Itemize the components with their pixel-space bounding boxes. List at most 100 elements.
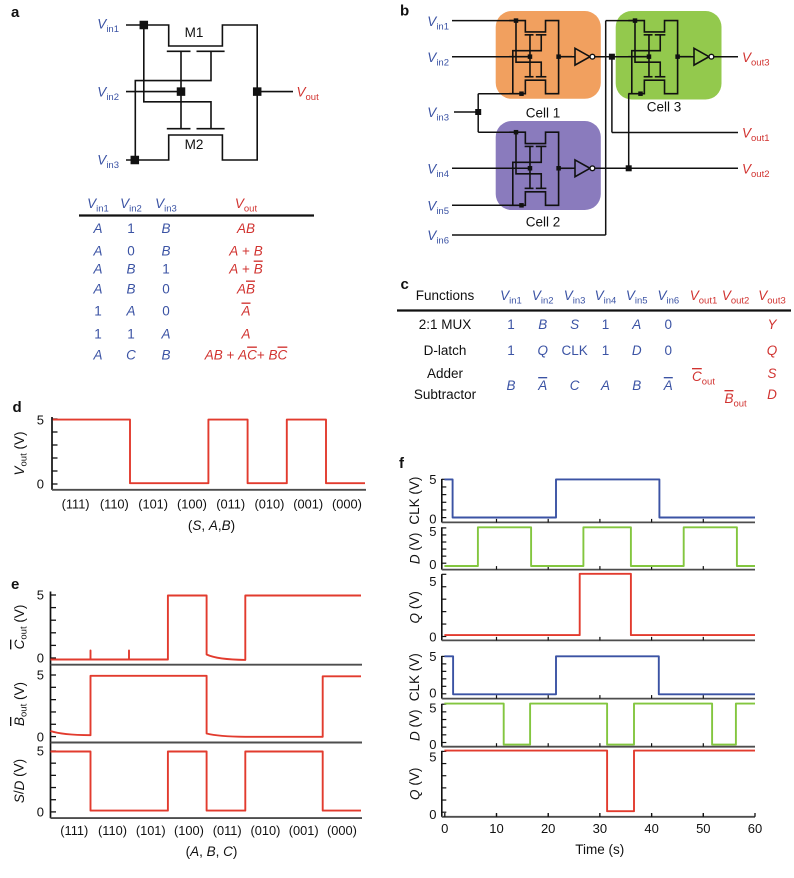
svg-text:(101): (101) bbox=[136, 823, 166, 838]
svg-text:Vout1: Vout1 bbox=[742, 126, 770, 145]
svg-text:Vin3: Vin3 bbox=[155, 196, 177, 215]
svg-text:(010): (010) bbox=[255, 497, 285, 512]
svg-text:AB: AB bbox=[236, 221, 255, 236]
svg-text:Vin3: Vin3 bbox=[97, 153, 119, 172]
svg-text:C: C bbox=[570, 378, 580, 393]
svg-text:A: A bbox=[240, 304, 250, 319]
svg-text:Subtractor: Subtractor bbox=[414, 387, 477, 402]
svg-text:Q (V): Q (V) bbox=[407, 768, 422, 800]
svg-text:Functions: Functions bbox=[416, 288, 475, 303]
svg-text:(100): (100) bbox=[174, 823, 204, 838]
svg-text:A: A bbox=[663, 378, 673, 393]
svg-text:B: B bbox=[506, 378, 515, 393]
svg-text:A: A bbox=[92, 282, 102, 297]
svg-text:(011): (011) bbox=[213, 823, 242, 838]
svg-text:40: 40 bbox=[644, 821, 658, 836]
svg-text:Vin6: Vin6 bbox=[427, 228, 449, 247]
svg-text:(111): (111) bbox=[60, 823, 88, 838]
svg-text:1: 1 bbox=[507, 317, 515, 332]
svg-text:a: a bbox=[11, 4, 20, 21]
svg-text:CLK: CLK bbox=[561, 343, 587, 358]
svg-text:0: 0 bbox=[429, 511, 436, 526]
svg-text:Vout (V): Vout (V) bbox=[12, 432, 29, 476]
svg-text:1: 1 bbox=[94, 304, 102, 319]
svg-text:f: f bbox=[399, 455, 405, 472]
svg-text:Cout: Cout bbox=[692, 369, 715, 388]
svg-text:(110): (110) bbox=[98, 823, 127, 838]
svg-text:(A, B, C): (A, B, C) bbox=[186, 844, 238, 859]
svg-text:A: A bbox=[240, 327, 250, 342]
svg-text:Vin2: Vin2 bbox=[532, 288, 554, 307]
svg-text:Cell 3: Cell 3 bbox=[647, 100, 682, 115]
svg-text:0: 0 bbox=[127, 244, 135, 259]
svg-text:5: 5 bbox=[429, 649, 436, 664]
svg-text:A: A bbox=[537, 378, 547, 393]
svg-text:M1: M1 bbox=[185, 25, 204, 40]
svg-text:5: 5 bbox=[37, 412, 44, 427]
svg-text:(000): (000) bbox=[332, 497, 362, 512]
svg-text:D (V): D (V) bbox=[407, 709, 422, 741]
svg-text:Vin4: Vin4 bbox=[427, 162, 449, 181]
svg-text:(001): (001) bbox=[293, 497, 323, 512]
svg-text:Vout2: Vout2 bbox=[742, 162, 770, 181]
svg-text:A: A bbox=[92, 348, 102, 363]
svg-text:CLK (V): CLK (V) bbox=[407, 653, 422, 701]
svg-text:Vin6: Vin6 bbox=[657, 288, 679, 307]
svg-text:D: D bbox=[767, 387, 777, 402]
svg-text:50: 50 bbox=[696, 821, 710, 836]
svg-text:1: 1 bbox=[94, 327, 102, 342]
svg-text:B: B bbox=[161, 348, 170, 363]
svg-text:60: 60 bbox=[748, 821, 762, 836]
svg-text:S: S bbox=[570, 317, 579, 332]
svg-text:D (V): D (V) bbox=[407, 533, 422, 565]
svg-text:(010): (010) bbox=[251, 823, 281, 838]
svg-text:B: B bbox=[126, 262, 135, 277]
svg-text:(110): (110) bbox=[100, 497, 129, 512]
svg-text:5: 5 bbox=[429, 524, 436, 539]
svg-text:B: B bbox=[161, 244, 170, 259]
svg-text:AB: AB bbox=[236, 282, 255, 297]
svg-text:Q: Q bbox=[537, 343, 548, 358]
svg-text:0: 0 bbox=[37, 805, 44, 820]
svg-text:5: 5 bbox=[429, 574, 436, 589]
svg-text:Vin1: Vin1 bbox=[97, 17, 119, 36]
svg-text:A: A bbox=[631, 317, 641, 332]
svg-text:A: A bbox=[92, 244, 102, 259]
svg-text:A + B: A + B bbox=[228, 244, 262, 259]
svg-text:0: 0 bbox=[429, 737, 436, 752]
svg-text:Cout (V): Cout (V) bbox=[12, 605, 29, 650]
svg-text:5: 5 bbox=[429, 750, 436, 765]
svg-text:A + B: A + B bbox=[228, 262, 262, 277]
svg-text:Bout (V): Bout (V) bbox=[12, 682, 29, 726]
svg-text:A: A bbox=[600, 378, 610, 393]
svg-text:0: 0 bbox=[37, 729, 44, 744]
svg-text:30: 30 bbox=[593, 821, 607, 836]
svg-text:Y: Y bbox=[767, 317, 777, 332]
svg-text:Vout3: Vout3 bbox=[742, 50, 770, 69]
svg-text:(S, A,B): (S, A,B) bbox=[188, 518, 235, 533]
svg-text:(100): (100) bbox=[177, 497, 207, 512]
svg-text:5: 5 bbox=[429, 701, 436, 716]
svg-text:Cell 2: Cell 2 bbox=[526, 215, 561, 230]
svg-text:Vin2: Vin2 bbox=[427, 50, 449, 69]
svg-text:5: 5 bbox=[37, 744, 44, 759]
svg-text:1: 1 bbox=[127, 221, 135, 236]
svg-text:1: 1 bbox=[602, 343, 610, 358]
svg-text:1: 1 bbox=[602, 317, 610, 332]
svg-text:1: 1 bbox=[507, 343, 515, 358]
svg-text:(111): (111) bbox=[62, 497, 90, 512]
svg-text:0: 0 bbox=[665, 317, 673, 332]
svg-text:A: A bbox=[125, 304, 135, 319]
svg-text:0: 0 bbox=[37, 651, 44, 666]
svg-text:Time (s): Time (s) bbox=[575, 842, 624, 857]
svg-text:Vin1: Vin1 bbox=[500, 288, 522, 307]
svg-text:0: 0 bbox=[429, 629, 436, 644]
svg-text:Vin5: Vin5 bbox=[427, 199, 449, 218]
svg-text:0: 0 bbox=[665, 343, 673, 358]
svg-text:0: 0 bbox=[429, 686, 436, 701]
svg-text:Vout: Vout bbox=[235, 196, 258, 215]
svg-text:Vin1: Vin1 bbox=[427, 14, 449, 33]
svg-text:5: 5 bbox=[37, 588, 44, 603]
svg-text:Vout2: Vout2 bbox=[722, 288, 750, 307]
svg-text:Q: Q bbox=[767, 343, 778, 358]
